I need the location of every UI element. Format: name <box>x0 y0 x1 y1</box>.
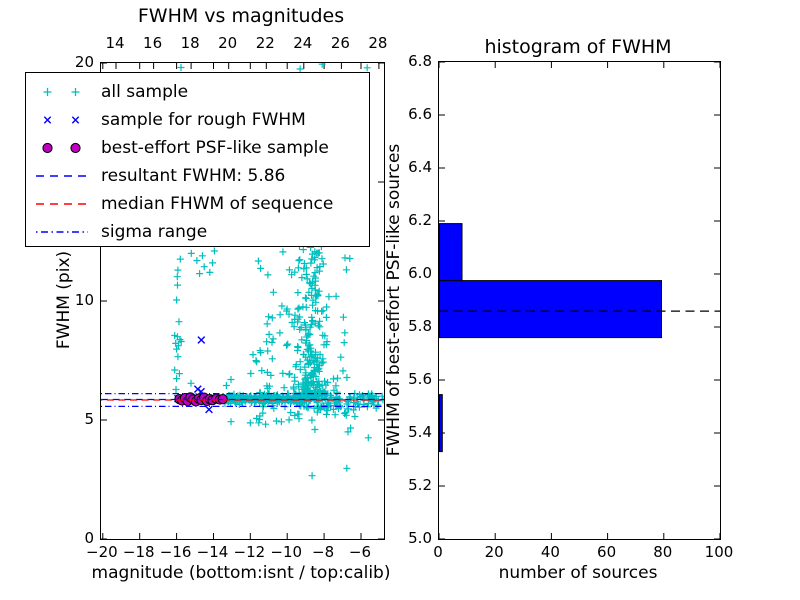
plus-marker-icon <box>43 88 80 96</box>
dashed-marker-icon <box>36 175 88 177</box>
circle-marker-icon <box>42 142 81 154</box>
dashdot-marker-icon <box>36 231 88 233</box>
histogram-y-tick-label: 6.0 <box>408 264 432 282</box>
histogram-y-tick-label: 5.6 <box>408 370 432 388</box>
histogram-bars <box>439 223 662 453</box>
scatter-top-tick-label: 20 <box>218 34 238 52</box>
histogram-x-tick-label: 40 <box>540 543 560 561</box>
histogram-x-tick-label: 20 <box>484 543 504 561</box>
legend-label: resultant FWHM: 5.86 <box>101 166 286 186</box>
scatter-top-tick-label: 14 <box>105 34 125 52</box>
dashed-marker-icon <box>36 203 88 205</box>
histogram-y-tick-label: 5.4 <box>408 423 432 441</box>
legend-row: sample for rough FWHM <box>34 106 369 134</box>
scatter-x-tick-label: −12 <box>233 543 266 561</box>
scatter-top-tick-label: 16 <box>143 34 163 52</box>
scatter-x-tick-label: −16 <box>159 543 192 561</box>
histogram-x-tick-label: 100 <box>704 543 734 561</box>
histogram-y-tick-label: 5.8 <box>408 317 432 335</box>
legend: all sample sample for rough FWHM best-effo… <box>25 72 370 247</box>
histogram-y-tick-label: 6.2 <box>408 211 432 229</box>
scatter-top-tick-label: 28 <box>368 34 388 52</box>
histogram-y-tick-label: 6.4 <box>408 158 432 176</box>
scatter-top-tick-label: 26 <box>330 34 350 52</box>
histogram-y-tick-label: 6.8 <box>408 52 432 70</box>
scatter-top-tick-label: 22 <box>255 34 275 52</box>
histogram-y-tick-label: 6.6 <box>408 105 432 123</box>
legend-row: median FHWM of sequence <box>34 190 369 218</box>
scatter-x-tick-label: −8 <box>312 543 335 561</box>
histogram-bar <box>439 394 443 453</box>
scatter-plot-title: FWHM vs magnitudes <box>137 5 345 27</box>
scatter-x-axis-label: magnitude (bottom:isnt / top:calib) <box>91 563 391 583</box>
legend-label: sigma range <box>101 222 208 242</box>
histogram-y-tick-label: 5.2 <box>408 476 432 494</box>
scatter-x-tick-label: −14 <box>196 543 229 561</box>
legend-row: resultant FWHM: 5.86 <box>34 162 369 190</box>
histogram-x-tick-label: 80 <box>653 543 673 561</box>
scatter-x-tick-label: −18 <box>122 543 155 561</box>
scatter-x-tick-label: −6 <box>348 543 372 561</box>
scatter-y-tick-label: 5 <box>84 410 94 428</box>
legend-label: sample for rough FWHM <box>101 110 306 130</box>
histogram-axis-ticks <box>439 62 720 539</box>
histogram-x-tick-label: 60 <box>597 543 617 561</box>
scatter-x-tick-label: −10 <box>270 543 303 561</box>
scatter-y-tick-label: 0 <box>84 529 94 547</box>
legend-label: best-effort PSF-like sample <box>101 138 329 158</box>
histogram-canvas <box>439 62 720 539</box>
histogram-y-tick-label: 5.0 <box>408 529 432 547</box>
scatter-plot-canvas <box>101 63 384 539</box>
histogram-title: histogram of FWHM <box>484 36 672 58</box>
xmark-marker-icon <box>43 116 80 124</box>
legend-label: all sample <box>101 82 189 102</box>
scatter-y-tick-label: 10 <box>74 291 94 309</box>
histogram-y-axis-label: FWHM of best-effort PSF-like sources <box>384 143 404 457</box>
legend-row: best-effort PSF-like sample <box>34 134 369 162</box>
histogram-frame <box>438 61 721 540</box>
histogram-bar <box>439 280 662 339</box>
scatter-y-tick-label: 20 <box>74 53 94 71</box>
legend-label: median FHWM of sequence <box>101 194 334 214</box>
legend-row: all sample <box>34 78 369 106</box>
histogram-bar <box>439 223 463 282</box>
scatter-x-tick-label: −20 <box>86 543 118 561</box>
histogram-x-tick-label: 0 <box>433 543 443 561</box>
legend-row: sigma range <box>34 218 369 246</box>
scatter-top-tick-label: 18 <box>180 34 200 52</box>
histogram-x-axis-label: number of sources <box>498 563 658 583</box>
scatter-plot-frame <box>100 62 385 540</box>
scatter-top-tick-label: 24 <box>293 34 313 52</box>
